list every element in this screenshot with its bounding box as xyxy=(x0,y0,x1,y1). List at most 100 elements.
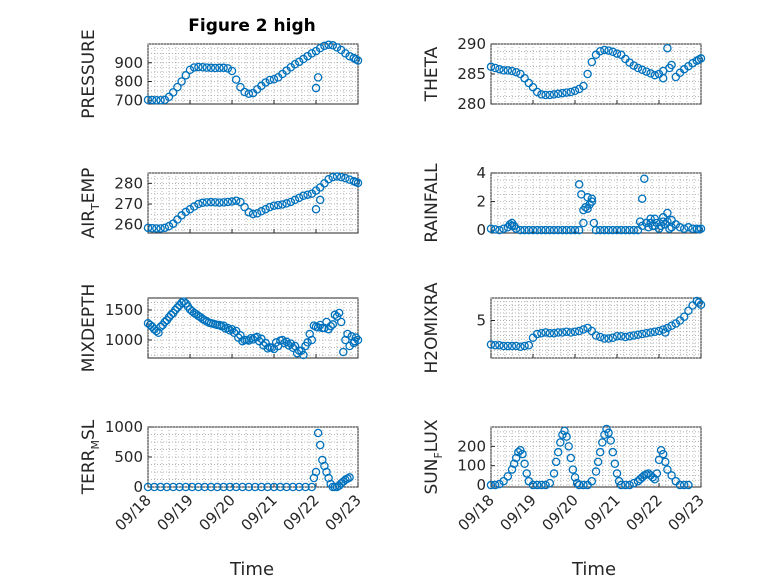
data-point xyxy=(696,224,706,233)
data-point xyxy=(600,334,609,343)
data-point xyxy=(637,65,647,75)
data-point xyxy=(173,303,182,312)
data-point xyxy=(242,335,251,345)
data-point xyxy=(625,480,634,490)
ylabel-rest: EMP xyxy=(79,168,99,204)
ytick-label: 1500 xyxy=(105,301,143,319)
data-point xyxy=(579,325,588,334)
data-point xyxy=(522,469,531,478)
data-point xyxy=(652,218,662,228)
ylabel-main: H2OMIXRA xyxy=(422,282,442,373)
figure-title: Figure 2 high xyxy=(188,16,316,36)
data-point xyxy=(227,66,237,76)
data-point xyxy=(600,225,609,235)
data-point xyxy=(200,482,209,492)
ylabel-sun_flux: SUNFLUX xyxy=(422,419,445,494)
data-point xyxy=(524,340,534,350)
data-point xyxy=(600,430,609,439)
data-point xyxy=(189,63,199,72)
data-point xyxy=(267,343,277,353)
ylabel-rainfall: RAINFALL xyxy=(422,163,442,243)
data-point xyxy=(570,473,580,482)
data-point xyxy=(593,457,603,467)
ytick-label: 260 xyxy=(114,216,143,234)
data-point xyxy=(495,225,504,235)
data-point xyxy=(336,317,346,327)
data-point xyxy=(223,197,233,207)
data-point xyxy=(290,195,300,205)
data-point xyxy=(490,480,500,490)
data-point xyxy=(528,225,538,235)
data-point xyxy=(637,473,647,482)
data-point xyxy=(341,49,350,58)
data-point xyxy=(541,480,550,490)
data-point xyxy=(160,223,170,233)
data-point xyxy=(566,87,576,97)
ytick-label: 1000 xyxy=(105,331,143,349)
data-point xyxy=(202,198,212,207)
data-point xyxy=(246,333,256,343)
ytick-label: 1000 xyxy=(105,418,143,436)
data-point xyxy=(549,469,559,478)
data-point xyxy=(328,41,338,50)
ytick-label: 900 xyxy=(114,54,143,72)
data-point xyxy=(294,193,304,203)
data-point xyxy=(173,82,182,92)
data-point xyxy=(311,83,321,93)
data-point xyxy=(553,328,563,337)
data-point xyxy=(313,428,323,438)
data-point xyxy=(650,70,660,80)
data-point xyxy=(240,202,249,212)
data-point xyxy=(276,482,285,492)
ylabel-subscript: T xyxy=(89,203,102,211)
data-point xyxy=(143,482,153,492)
data-point xyxy=(227,197,237,206)
data-point xyxy=(150,482,159,492)
x-axis-label-left: Time xyxy=(229,559,274,580)
data-point xyxy=(332,43,342,52)
data-point xyxy=(621,480,630,490)
data-point xyxy=(339,347,348,357)
ylabel-theta: THETA xyxy=(422,46,442,102)
data-point xyxy=(349,53,359,63)
data-point xyxy=(511,341,521,351)
data-point xyxy=(231,75,241,84)
x-axis-label-right: Time xyxy=(571,559,616,580)
data-point xyxy=(257,207,266,216)
ytick-label: 5 xyxy=(476,312,486,330)
data-point xyxy=(595,46,605,56)
data-point xyxy=(629,478,639,488)
data-point xyxy=(587,197,597,206)
data-point xyxy=(629,331,639,340)
data-point xyxy=(532,480,542,490)
data-point xyxy=(646,69,655,78)
data-point xyxy=(490,63,500,73)
data-point xyxy=(183,302,193,311)
data-point xyxy=(545,328,555,338)
data-point xyxy=(558,88,567,98)
data-point xyxy=(637,221,647,231)
data-point xyxy=(297,346,306,356)
data-point xyxy=(294,57,304,67)
data-point xyxy=(185,65,195,75)
data-point xyxy=(562,327,571,336)
data-point xyxy=(486,224,496,233)
data-point xyxy=(635,217,645,226)
data-point xyxy=(343,329,352,339)
data-point xyxy=(299,191,308,201)
data-point xyxy=(154,328,163,338)
data-point xyxy=(269,75,279,84)
data-point xyxy=(244,482,254,492)
ytick-label: 280 xyxy=(114,174,143,192)
ytick-label: 0 xyxy=(133,478,143,496)
ylabel-main: SUN xyxy=(422,459,442,495)
data-point xyxy=(341,173,350,183)
data-point xyxy=(248,209,258,219)
data-point xyxy=(217,321,226,331)
data-point xyxy=(637,329,647,339)
ytick-label: 285 xyxy=(457,65,486,83)
data-point xyxy=(612,225,622,235)
data-point xyxy=(541,225,550,235)
data-point xyxy=(644,223,653,232)
